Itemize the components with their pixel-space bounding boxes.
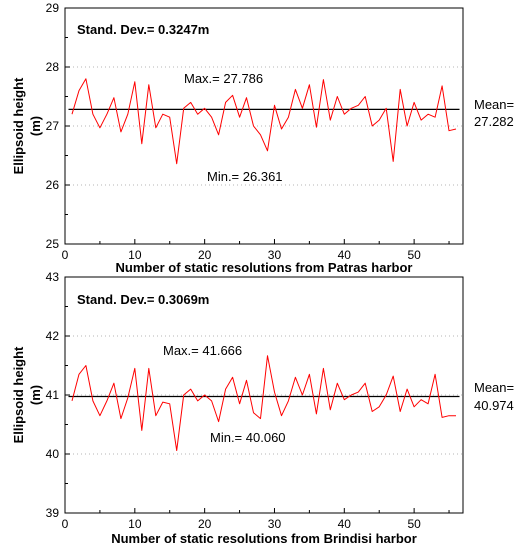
y-tick-label: 39 xyxy=(46,506,60,520)
series-line xyxy=(71,355,456,451)
y-tick-label: 25 xyxy=(46,237,60,251)
max-label: Max.= 41.666 xyxy=(163,343,242,358)
grid-lines xyxy=(65,66,463,186)
x-tick-label: 0 xyxy=(62,248,69,262)
y-axis-unit: (m) xyxy=(28,116,43,136)
x-tick-label: 30 xyxy=(268,248,282,262)
x-axis-title: Number of static resolutions from Patras… xyxy=(116,260,413,275)
y-tick-label: 43 xyxy=(46,270,60,284)
std-dev-label: Stand. Dev.= 0.3069m xyxy=(77,292,209,307)
x-tick-label: 50 xyxy=(407,248,421,262)
y-tick-label: 42 xyxy=(46,329,60,343)
y-tick-label: 40 xyxy=(46,447,60,461)
std-dev-label: Stand. Dev.= 0.3247m xyxy=(77,22,209,37)
x-tick-label: 30 xyxy=(268,517,282,531)
x-tick-label: 0 xyxy=(62,517,69,531)
y-axis-title: Ellipsoid height xyxy=(11,346,26,443)
x-tick-label: 20 xyxy=(198,517,212,531)
y-tick-label: 26 xyxy=(46,178,60,192)
y-axis-ticks: 39 40 41 42 43 xyxy=(46,270,70,520)
chart-panel-brindisi: 39 40 41 42 43 0 10 20 30 40 50 Stand. Dev.= 0.30… xyxy=(11,270,514,546)
max-label: Max.= 27.786 xyxy=(184,71,263,86)
plot-frame xyxy=(64,276,464,514)
y-axis-title: Ellipsoid height xyxy=(11,77,26,174)
y-tick-label: 27 xyxy=(46,119,60,133)
mean-label-line1: Mean= xyxy=(474,380,514,395)
plot-frame xyxy=(64,7,464,245)
series-line xyxy=(71,78,457,165)
x-tick-label: 40 xyxy=(338,248,352,262)
x-axis-ticks: 0 10 20 30 40 50 xyxy=(62,239,450,262)
y-tick-label: 41 xyxy=(46,388,60,402)
y-axis-unit: (m) xyxy=(28,385,43,405)
y-tick-label: 28 xyxy=(46,60,60,74)
x-tick-label: 40 xyxy=(338,517,352,531)
x-axis-ticks: 0 10 20 30 40 50 xyxy=(62,508,450,531)
min-label: Min.= 40.060 xyxy=(210,430,286,445)
y-axis-ticks: 25 26 27 28 29 xyxy=(46,1,70,251)
x-axis-title: Number of static resolutions from Brindi… xyxy=(111,531,417,546)
chart-panel-patras: 25 26 27 28 29 0 10 20 30 40 50 Stand. Dev.= 0.32… xyxy=(11,1,514,275)
x-tick-label: 10 xyxy=(128,517,142,531)
mean-label-line2: 40.974 xyxy=(474,398,514,413)
x-tick-label: 20 xyxy=(198,248,212,262)
x-tick-label: 50 xyxy=(407,517,421,531)
mean-label-line1: Mean= xyxy=(474,97,514,112)
x-tick-label: 10 xyxy=(128,248,142,262)
y-tick-label: 29 xyxy=(46,1,60,15)
mean-label-line2: 27.282 xyxy=(474,114,514,129)
min-label: Min.= 26.361 xyxy=(207,169,283,184)
